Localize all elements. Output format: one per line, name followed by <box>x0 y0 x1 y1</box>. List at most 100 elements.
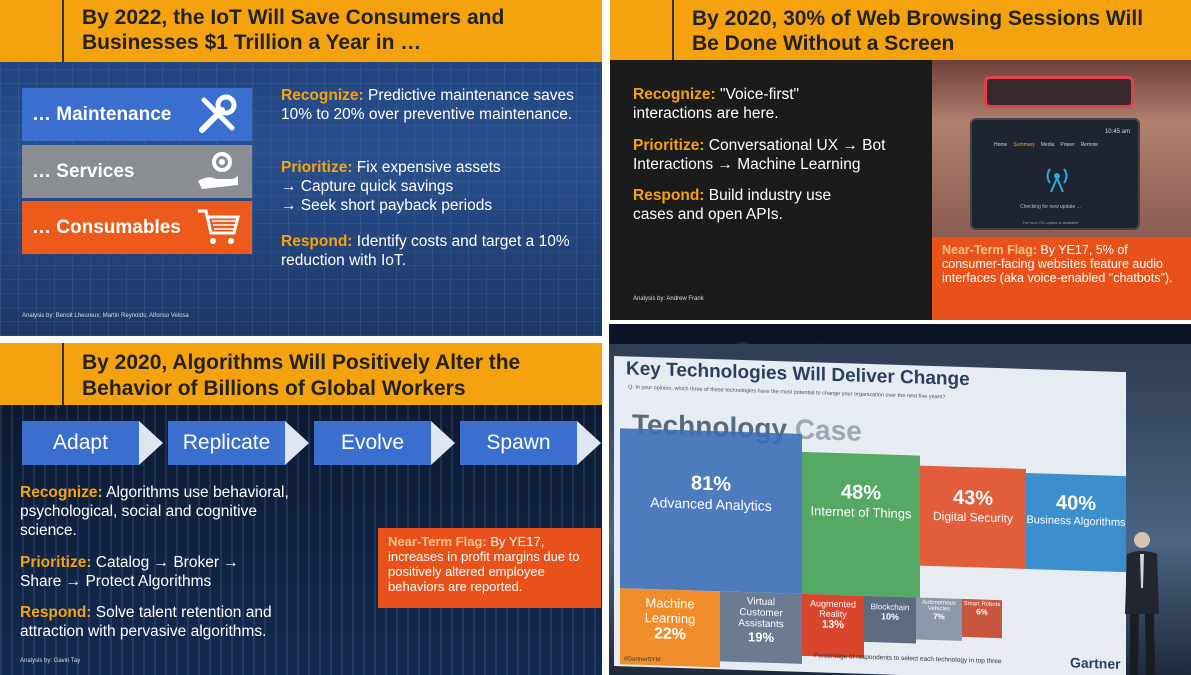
recognize-block: Recognize: Predictive maintenance saves … <box>281 86 581 124</box>
flag-label: Near-Term Flag: <box>388 534 487 549</box>
gartner-logo: Gartner <box>1070 654 1121 672</box>
prioritize-label: Prioritize: <box>281 159 353 176</box>
chart-footnote: Percentage of respondents to select each… <box>814 652 1002 666</box>
broadcast-icon <box>1046 168 1068 193</box>
tile-pct: 19% <box>747 629 775 646</box>
tile-augmented-reality: Augmented Reality 13% <box>802 593 864 658</box>
screen-tab: Power <box>1060 142 1075 148</box>
recognize-label: Recognize: <box>633 86 716 103</box>
recognize-text: "Voice-first" interactions are here. <box>633 86 800 122</box>
consumables-box: … Consumables <box>22 201 252 254</box>
prioritize-label: Prioritize: <box>633 137 705 154</box>
tile-label: Internet of Things <box>810 503 912 522</box>
dashboard-vent <box>984 76 1134 108</box>
screen-tab: Remote <box>1080 142 1099 148</box>
tile-digital-security: 43% Digital Security <box>920 465 1026 569</box>
step-adapt: Adapt <box>22 421 163 465</box>
tile-label: Digital Security <box>932 509 1014 526</box>
tile-label: Augmented Reality <box>809 598 857 620</box>
step-spawn: Spawn <box>460 421 601 465</box>
maintenance-box: … Maintenance <box>22 88 252 141</box>
respond-block: Respond: Build industry use cases and op… <box>633 186 873 224</box>
maintenance-label: … Maintenance <box>32 103 172 125</box>
respond-block: Respond: Solve talent retention and attr… <box>20 603 320 641</box>
key-technologies-stage-photo: Key Technologies Will Deliver Change Q: … <box>609 324 1191 675</box>
tile-business-algorithms: 40% Business Algorithms <box>1026 472 1126 573</box>
tile-machine-learning: Machine Learning 22% <box>620 588 720 668</box>
iot-savings-slide: By 2022, the IoT Will Save Consumers and… <box>0 0 602 336</box>
slide-header: By 2020, Algorithms Will Positively Alte… <box>0 343 602 405</box>
tile-pct: 10% <box>880 611 899 622</box>
recognize-text: Predictive maintenance saves 10% to 20% … <box>281 87 574 123</box>
consumables-label: … Consumables <box>32 216 181 238</box>
respond-label: Respond: <box>281 233 353 250</box>
prioritize-label: Prioritize: <box>20 554 92 571</box>
respond-text: Identify costs and target a 10% reductio… <box>281 233 570 269</box>
infotainment-screen: 10:45 am Home Summary Media Power Remote… <box>970 118 1140 230</box>
slide-header: By 2022, the IoT Will Save Consumers and… <box>0 0 602 62</box>
step-label: Replicate <box>182 431 271 454</box>
near-term-flag: Near-Term Flag: By YE17, increases in pr… <box>378 528 601 608</box>
step-evolve: Evolve <box>314 421 455 465</box>
slide-title-line1: By 2020, Algorithms Will Positively Alte… <box>82 351 521 374</box>
screen-tabs: Home Summary Media Power Remote <box>994 142 1098 148</box>
prioritize-line-3: → Seek short payback periods <box>281 197 493 214</box>
respond-label: Respond: <box>20 604 92 621</box>
near-term-flag: Near-Term Flag: By YE17, 5% of consumer-… <box>932 237 1191 320</box>
screen-status: Checking for new update ... <box>1020 204 1081 210</box>
respond-label: Respond: <box>633 187 705 204</box>
slide-title-line2: Businesses $1 Trillion a Year in … <box>82 31 422 54</box>
services-label: … Services <box>32 160 135 182</box>
screen-tab: Summary <box>1013 142 1035 148</box>
hand-gear-icon <box>198 152 238 189</box>
tile-label: Business Algorithms <box>1026 513 1126 530</box>
recognize-block: Recognize: "Voice-first" interactions ar… <box>633 85 833 123</box>
hashtag: #GartnerSYM <box>624 656 661 664</box>
tile-label: Advanced Analytics <box>650 494 772 514</box>
tile-smart-robots: Smart Robots 6% <box>962 598 1002 639</box>
respond-text: Solve talent retention and attraction wi… <box>20 604 272 640</box>
recognize-label: Recognize: <box>20 484 103 501</box>
slide-title-line2: Be Done Without a Screen <box>692 32 955 55</box>
prioritize-block: Prioritize: Catalog → Broker → Share → P… <box>20 553 280 591</box>
recognize-block: Recognize: Algorithms use behavioral, ps… <box>20 483 290 540</box>
tile-virtual-customer-assistants: Virtual Customer Assistants 19% <box>720 591 802 664</box>
projected-slide: Key Technologies Will Deliver Change Q: … <box>614 356 1126 675</box>
step-label: Evolve <box>340 431 405 454</box>
prioritize-text: Conversational UX → Bot Interactions → M… <box>633 137 886 173</box>
tile-pct: 43% <box>952 486 994 510</box>
prioritize-line-1: Fix expensive assets <box>356 159 501 176</box>
respond-text: Build industry use cases and open APIs. <box>633 187 832 223</box>
screen-tab: Home <box>994 142 1008 148</box>
tile-pct: 81% <box>690 472 732 496</box>
flag-text: By YE17, 5% of consumer-facing websites … <box>942 243 1173 285</box>
author-credit: Analysis by: Benoit Lheureux; Martin Rey… <box>22 313 189 319</box>
screen-time: 10:45 am <box>1104 129 1130 135</box>
slide-title-line1: By 2020, 30% of Web Browsing Sessions Wi… <box>692 7 1144 30</box>
flag-text: By YE17, increases in profit margins due… <box>388 534 580 594</box>
respond-block: Respond: Identify costs and target a 10%… <box>281 232 571 270</box>
tile-label: Machine Learning <box>644 594 696 627</box>
tile-label: Virtual Customer Assistants <box>738 596 784 631</box>
tile-pct: 22% <box>653 625 687 644</box>
tile-internet-of-things: 48% Internet of Things <box>802 451 920 598</box>
recognize-label: Recognize: <box>281 87 364 104</box>
tile-blockchain: Blockchain 10% <box>864 595 916 644</box>
slide-title-line1: By 2022, the IoT Will Save Consumers and <box>82 6 505 29</box>
voice-browsing-slide: By 2020, 30% of Web Browsing Sessions Wi… <box>610 0 1191 320</box>
prioritize-block: Prioritize: Fix expensive assets → Captu… <box>281 158 581 215</box>
tile-pct: 13% <box>821 618 845 632</box>
prioritize-text: Catalog → Broker → Share → Protect Algor… <box>20 554 239 590</box>
author-credit: Analysis by: Gavin Tay <box>20 658 81 664</box>
slide-title-line2: Behavior of Billions of Global Workers <box>82 377 466 400</box>
tile-autonomous-vehicles: Autonomous Vehicles 7% <box>916 597 962 641</box>
tile-pct: 6% <box>976 607 988 617</box>
step-replicate: Replicate <box>168 421 309 465</box>
prioritize-block: Prioritize: Conversational UX → Bot Inte… <box>633 136 923 174</box>
slide-header: By 2020, 30% of Web Browsing Sessions Wi… <box>610 0 1191 60</box>
step-label: Adapt <box>53 431 108 454</box>
flag-label: Near-Term Flag: <box>942 243 1037 257</box>
shopping-cart-icon <box>198 209 240 244</box>
services-box: … Services <box>22 145 252 198</box>
tile-pct: 40% <box>1055 491 1097 516</box>
